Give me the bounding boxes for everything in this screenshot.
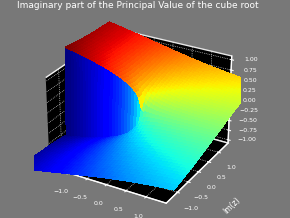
Y-axis label: Im(z): Im(z) [222, 196, 242, 216]
Title: Imaginary part of the Principal Value of the cube root: Imaginary part of the Principal Value of… [17, 1, 259, 10]
